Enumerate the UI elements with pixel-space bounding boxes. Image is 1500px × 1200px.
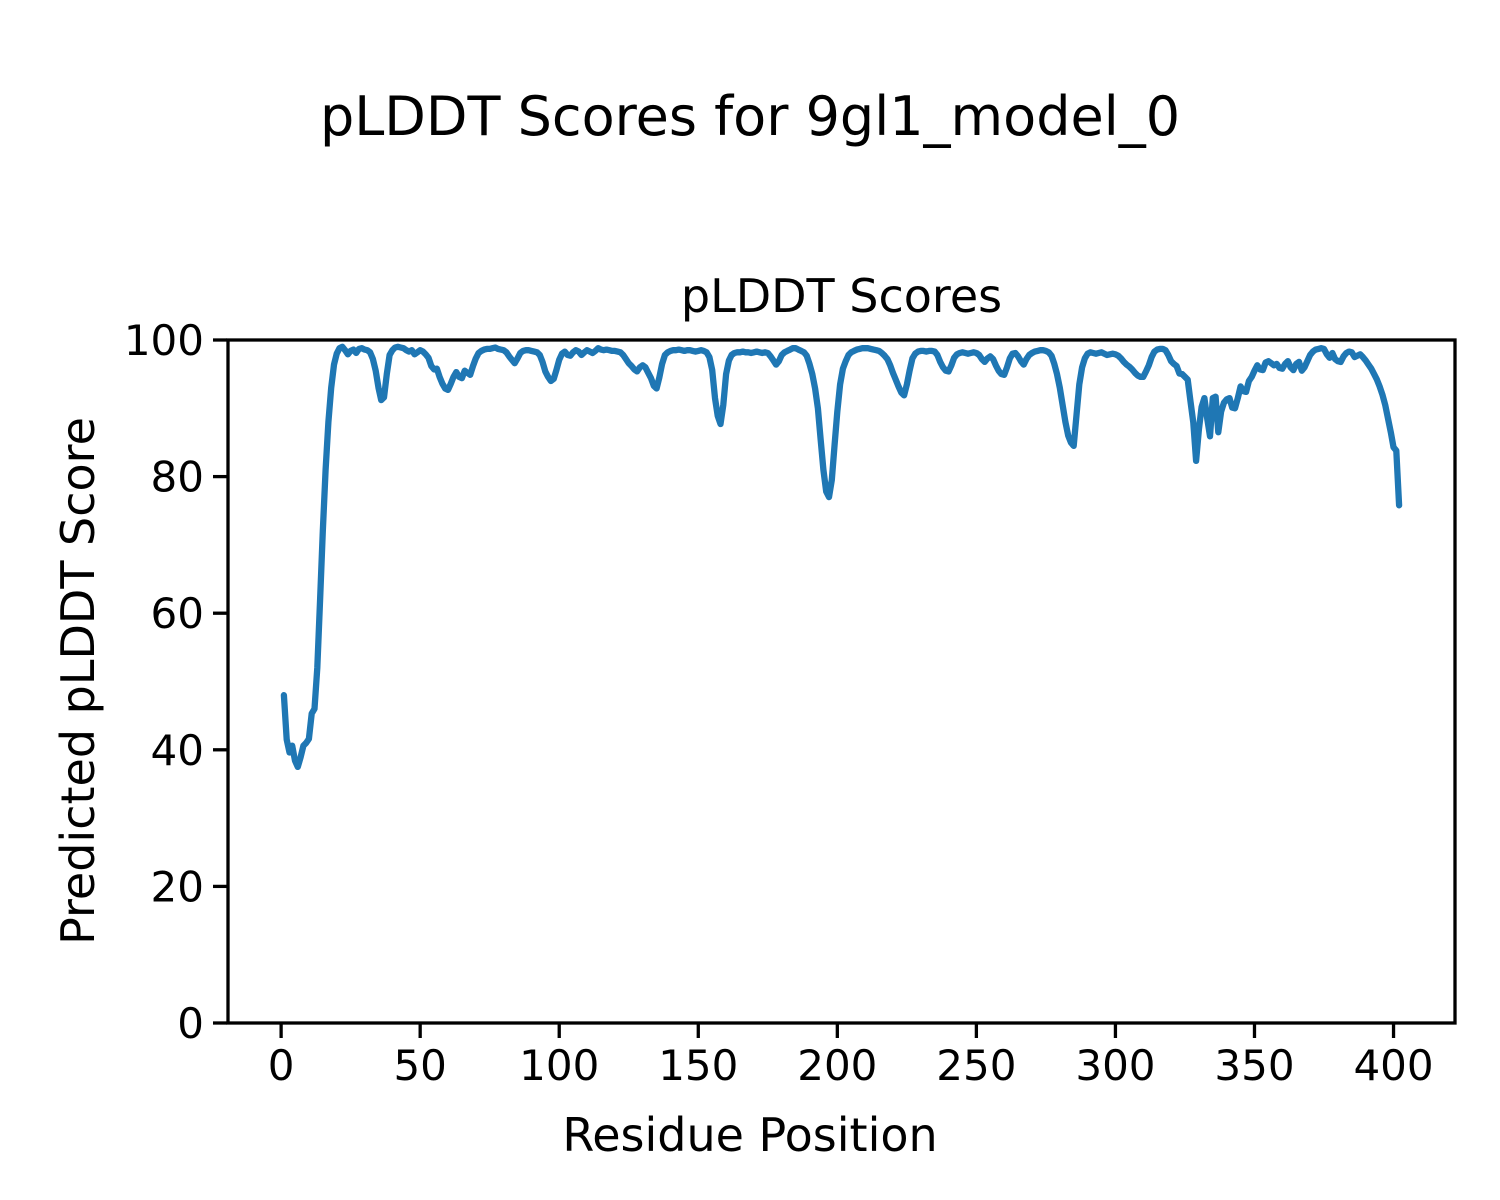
- x-tick-label: 150: [658, 1041, 738, 1090]
- y-tick-label: 40: [151, 726, 204, 775]
- plddt-line: [280, 343, 1403, 771]
- x-tick-label: 0: [268, 1041, 295, 1090]
- y-tick-label: 60: [151, 589, 204, 638]
- x-tick-label: 50: [393, 1041, 446, 1090]
- y-tick-label: 0: [177, 999, 204, 1048]
- x-axis-label: Residue Position: [562, 1108, 938, 1162]
- x-tick-label: 300: [1075, 1041, 1155, 1090]
- axes-title: pLDDT Scores: [680, 269, 1003, 323]
- y-tick-label: 100: [124, 316, 204, 365]
- plot-border: [226, 338, 1457, 1025]
- x-tick-label: 100: [519, 1041, 599, 1090]
- y-tick-label: 80: [151, 453, 204, 502]
- y-tick-label: 20: [151, 862, 204, 911]
- figure-title: pLDDT Scores for 9gl1_model_0: [319, 85, 1181, 148]
- x-tick-label: 200: [797, 1041, 877, 1090]
- x-tick-label: 350: [1214, 1041, 1294, 1090]
- x-tick-label: 400: [1353, 1041, 1433, 1090]
- x-tick-label: 250: [936, 1041, 1016, 1090]
